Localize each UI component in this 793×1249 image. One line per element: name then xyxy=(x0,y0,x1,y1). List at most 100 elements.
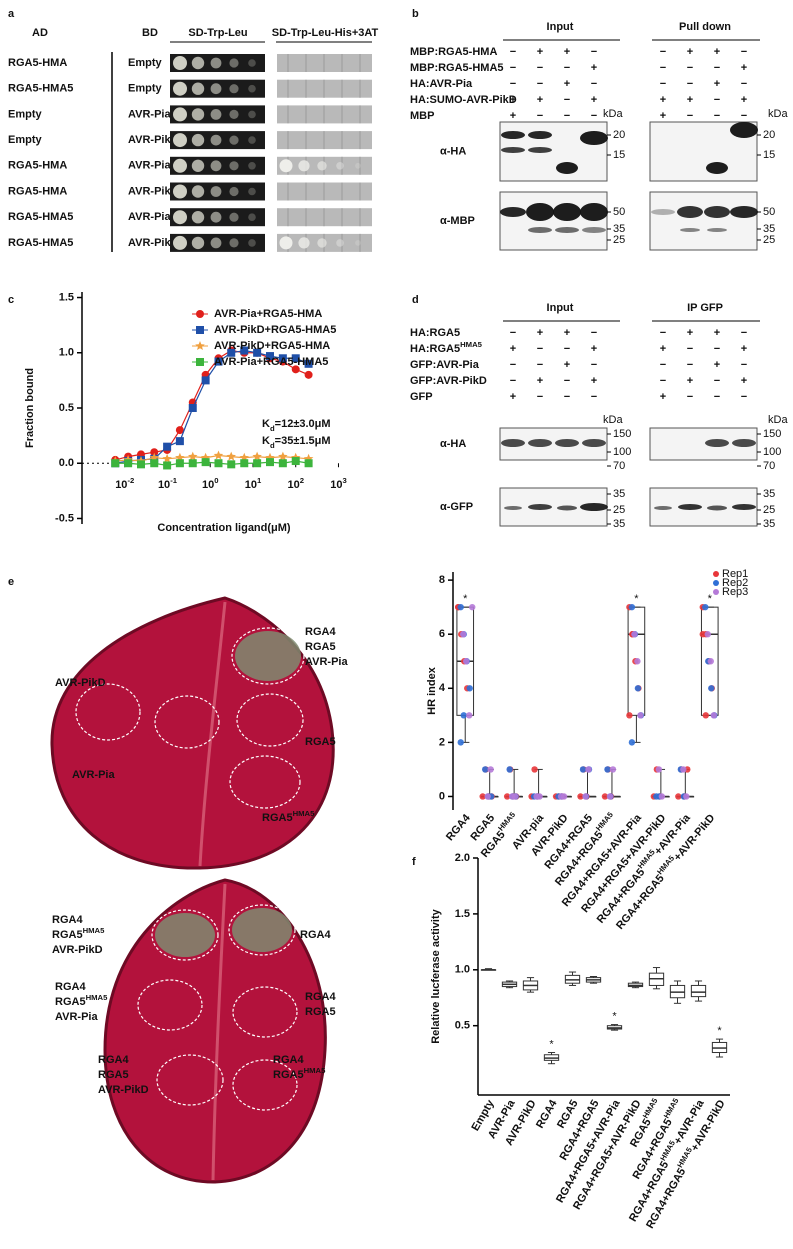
y-tick-label: 1.5 xyxy=(455,908,470,920)
leaf-label: RGA4 xyxy=(52,914,83,926)
sign: + xyxy=(660,94,666,106)
data-point xyxy=(201,458,210,467)
data-point xyxy=(628,603,636,611)
x-tick-label: RGA4 xyxy=(444,811,473,843)
sign: + xyxy=(741,375,747,387)
sign: − xyxy=(591,391,597,403)
row-label: HA:RGA5HMA5 xyxy=(410,340,483,355)
data-point xyxy=(175,426,184,435)
x-tick-base: 10 xyxy=(245,479,257,491)
colony xyxy=(210,186,222,197)
sign: − xyxy=(687,62,693,74)
leaf-label-part: RGA4 xyxy=(55,981,86,993)
data-point xyxy=(111,459,120,468)
sign: − xyxy=(510,359,516,371)
leaf-label-part: RGA5 xyxy=(305,641,336,653)
colony xyxy=(248,239,256,247)
leaf-label: RGA5 xyxy=(305,1006,336,1018)
sign: − xyxy=(510,46,516,58)
kda-label: kDa xyxy=(768,414,788,426)
sign: + xyxy=(660,343,666,355)
row-label: HA:AVR-Pia xyxy=(410,78,473,90)
x-tick-exp: -2 xyxy=(127,476,134,485)
data-point xyxy=(511,793,519,800)
data-point xyxy=(227,348,236,357)
data-point xyxy=(188,459,197,468)
x-tick-exp: 0 xyxy=(214,476,218,485)
data-point xyxy=(582,793,589,800)
data-point xyxy=(479,793,486,800)
sign: − xyxy=(687,78,693,90)
x-tick-exp: 2 xyxy=(300,476,304,485)
data-point xyxy=(162,453,172,463)
colony xyxy=(210,83,222,95)
band xyxy=(705,439,729,447)
sign: − xyxy=(714,62,720,74)
data-point xyxy=(253,459,262,468)
significance: * xyxy=(717,1025,722,1037)
leaf-label: RGA4 xyxy=(98,1054,129,1066)
x-tick-label: 100 xyxy=(202,476,219,491)
colony xyxy=(191,185,205,198)
blot xyxy=(499,191,608,251)
sign: − xyxy=(537,110,543,122)
data-point xyxy=(702,603,709,611)
data-point xyxy=(469,603,476,611)
significance: * xyxy=(549,1038,554,1050)
leaf-label-part: RGA4 xyxy=(52,914,83,926)
colony xyxy=(191,133,205,147)
x-tick-label: 103 xyxy=(330,476,347,491)
sign: + xyxy=(510,391,516,403)
data-point xyxy=(291,457,300,466)
colony xyxy=(317,161,327,171)
row-label: MBP:RGA5-HMA xyxy=(410,46,497,58)
sign: + xyxy=(687,46,693,58)
data-point xyxy=(291,354,300,363)
leaf-label: AVR-PikD xyxy=(55,677,106,689)
band xyxy=(580,131,608,145)
ad-label: Empty xyxy=(8,134,43,146)
colony xyxy=(336,239,344,247)
x-tick-label-part: HMA5 xyxy=(496,809,517,832)
data-point xyxy=(707,658,714,665)
annotation-part: =35±1.5μM xyxy=(275,435,331,447)
sign: − xyxy=(564,110,570,122)
data-point xyxy=(634,658,641,665)
leaf-shape xyxy=(103,878,327,1184)
sign: + xyxy=(510,343,516,355)
colony xyxy=(210,109,222,120)
y-tick-label: 6 xyxy=(439,628,445,640)
band xyxy=(732,504,756,510)
leaf-label-part: RGA5 xyxy=(52,929,83,941)
leaf-label: RGA5 xyxy=(98,1069,129,1081)
panel-label: c xyxy=(8,294,14,306)
data-point xyxy=(278,354,287,363)
column-header: SD-Trp-Leu xyxy=(188,27,247,39)
row-label-part: HA:RGA5 xyxy=(410,327,460,339)
sign: − xyxy=(564,343,570,355)
data-point xyxy=(466,712,473,719)
marker-label: 100 xyxy=(763,446,781,458)
significance: * xyxy=(612,1010,617,1022)
data-point xyxy=(604,766,611,773)
data-point xyxy=(188,451,198,461)
data-point xyxy=(579,766,587,773)
row-label: MBP:RGA5-HMA5 xyxy=(410,62,504,74)
data-point xyxy=(240,459,249,468)
data-point xyxy=(278,451,288,461)
sign: − xyxy=(741,391,747,403)
colony xyxy=(173,210,187,225)
hr-patch xyxy=(235,631,301,681)
legend-label: AVR-Pia+RGA5-HMA xyxy=(214,308,322,320)
data-point xyxy=(601,793,609,800)
data-point xyxy=(201,376,210,385)
leaf-label-part: RGA5 xyxy=(273,1069,304,1081)
bd-label: AVR-PikD xyxy=(128,237,179,249)
band xyxy=(528,147,552,153)
sign: − xyxy=(660,375,666,387)
data-point xyxy=(213,450,224,460)
data-point xyxy=(291,365,300,374)
leaf-midrib xyxy=(211,883,227,1181)
leaf-label: RGA4 xyxy=(305,626,336,638)
ad-label: RGA5-HMA5 xyxy=(8,237,73,249)
